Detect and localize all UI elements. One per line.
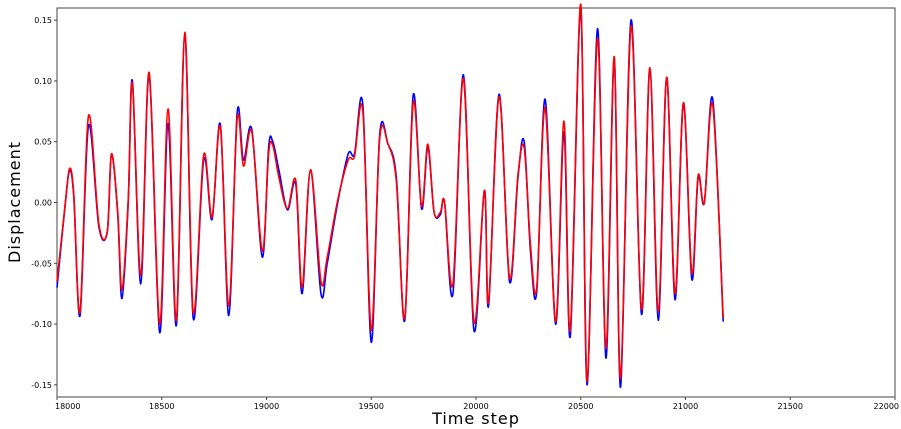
x-tick-label: 22000 bbox=[874, 402, 899, 411]
y-tick-label: -0.05 bbox=[31, 259, 52, 268]
y-tick-label: -0.15 bbox=[31, 381, 52, 390]
x-tick-label: 21000 bbox=[673, 402, 698, 411]
x-tick-label: 18000 bbox=[55, 402, 80, 411]
series-lines bbox=[56, 3, 725, 389]
y-tick-label: 0.15 bbox=[34, 16, 52, 25]
axis-ticks: 18000 18500 19000 19500 20000 20500 21000 21500… bbox=[31, 16, 899, 411]
y-axis-title: Displacement bbox=[5, 141, 24, 263]
x-tick-label: 20500 bbox=[568, 402, 593, 411]
series-line-2 bbox=[56, 3, 725, 383]
x-tick-label: 20000 bbox=[463, 402, 488, 411]
x-tick-label: 19000 bbox=[254, 402, 279, 411]
x-tick-label: 19500 bbox=[359, 402, 384, 411]
x-axis-title: Time step bbox=[431, 409, 520, 428]
x-tick-label: 21500 bbox=[778, 402, 803, 411]
y-tick-label: 0.05 bbox=[34, 138, 52, 147]
x-tick-label: 18500 bbox=[149, 402, 174, 411]
y-tick-label: 0.00 bbox=[34, 199, 52, 208]
y-tick-label: 0.10 bbox=[34, 77, 52, 86]
y-tick-label: -0.10 bbox=[31, 320, 52, 329]
